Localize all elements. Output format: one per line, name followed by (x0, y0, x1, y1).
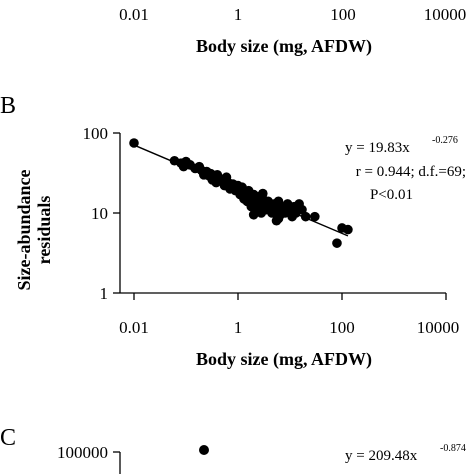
panel-b-data-point (273, 213, 284, 224)
panel-b-data-point (242, 191, 252, 202)
panel-b-data-point (258, 188, 268, 199)
panel-b-y-tick-label: 100 (83, 124, 109, 143)
panel-b-equation-exponent: -0.276 (432, 135, 458, 146)
panel-b-data-point (343, 224, 353, 235)
panel-c-y-tick-label: 100000 (57, 443, 108, 462)
panel-c-equation-exponent: -0.874 (440, 443, 466, 454)
panel-a-x-tick-label: 0.01 (119, 5, 149, 24)
panel-c-equation-base: y = 209.48x (345, 448, 418, 464)
panel-b-x-tick-label: 100 (329, 318, 355, 337)
panel-b-equation: y = 19.83x (345, 140, 410, 156)
panel-b-data-point (300, 211, 311, 222)
panel-b-stats-line: r = 0.944; d.f.=69; (356, 164, 466, 180)
panel-b-y-tick-label: 1 (100, 284, 109, 303)
panel-b-x-ticks: 0.01 1 100 10000 (119, 293, 459, 337)
panel-b-y-tick-label: 10 (91, 204, 108, 223)
panel-b-equation-base: y = 19.83x (345, 140, 410, 156)
panel-c-letter: C (0, 425, 16, 451)
panel-b-p-value: P<0.01 (370, 187, 413, 203)
panel-b-annotation: y = 19.83x -0.276 r = 0.944; d.f.=69; P<… (345, 135, 466, 203)
panel-b-y-ticks: 100 10 1 (83, 124, 120, 303)
panel-b-letter: B (0, 93, 16, 119)
panel-b-x-tick-label: 10000 (417, 318, 460, 337)
panel-b-plot-area (129, 138, 353, 248)
panel-a-x-tick-label: 10000 (424, 5, 467, 24)
panel-c-equation: y = 209.48x (345, 448, 418, 464)
panel-b-y-title-line1: Size-abundance (14, 169, 34, 290)
panel-b-y-axis-title: Size-abundance residuals (14, 169, 54, 290)
panel-b-data-point (248, 209, 259, 220)
panel-a-x-axis: 0.01 1 100 10000 (119, 5, 466, 24)
panel-a-x-tick-label: 100 (330, 5, 356, 24)
panel-a-x-axis-title: Body size (mg, AFDW) (196, 36, 372, 57)
panel-a-x-tick-label: 1 (234, 5, 243, 24)
panel-b-data-point (332, 238, 342, 248)
panel-b-x-tick-label: 1 (234, 318, 243, 337)
panel-b-data-point (129, 138, 139, 148)
panel-b-y-title-line2: residuals (34, 196, 54, 265)
panel-b-x-tick-label: 0.01 (119, 318, 149, 337)
panel-b-data-point (310, 211, 320, 222)
panel-b-x-axis-title: Body size (mg, AFDW) (196, 349, 372, 370)
panel-c-data-point (199, 445, 209, 455)
